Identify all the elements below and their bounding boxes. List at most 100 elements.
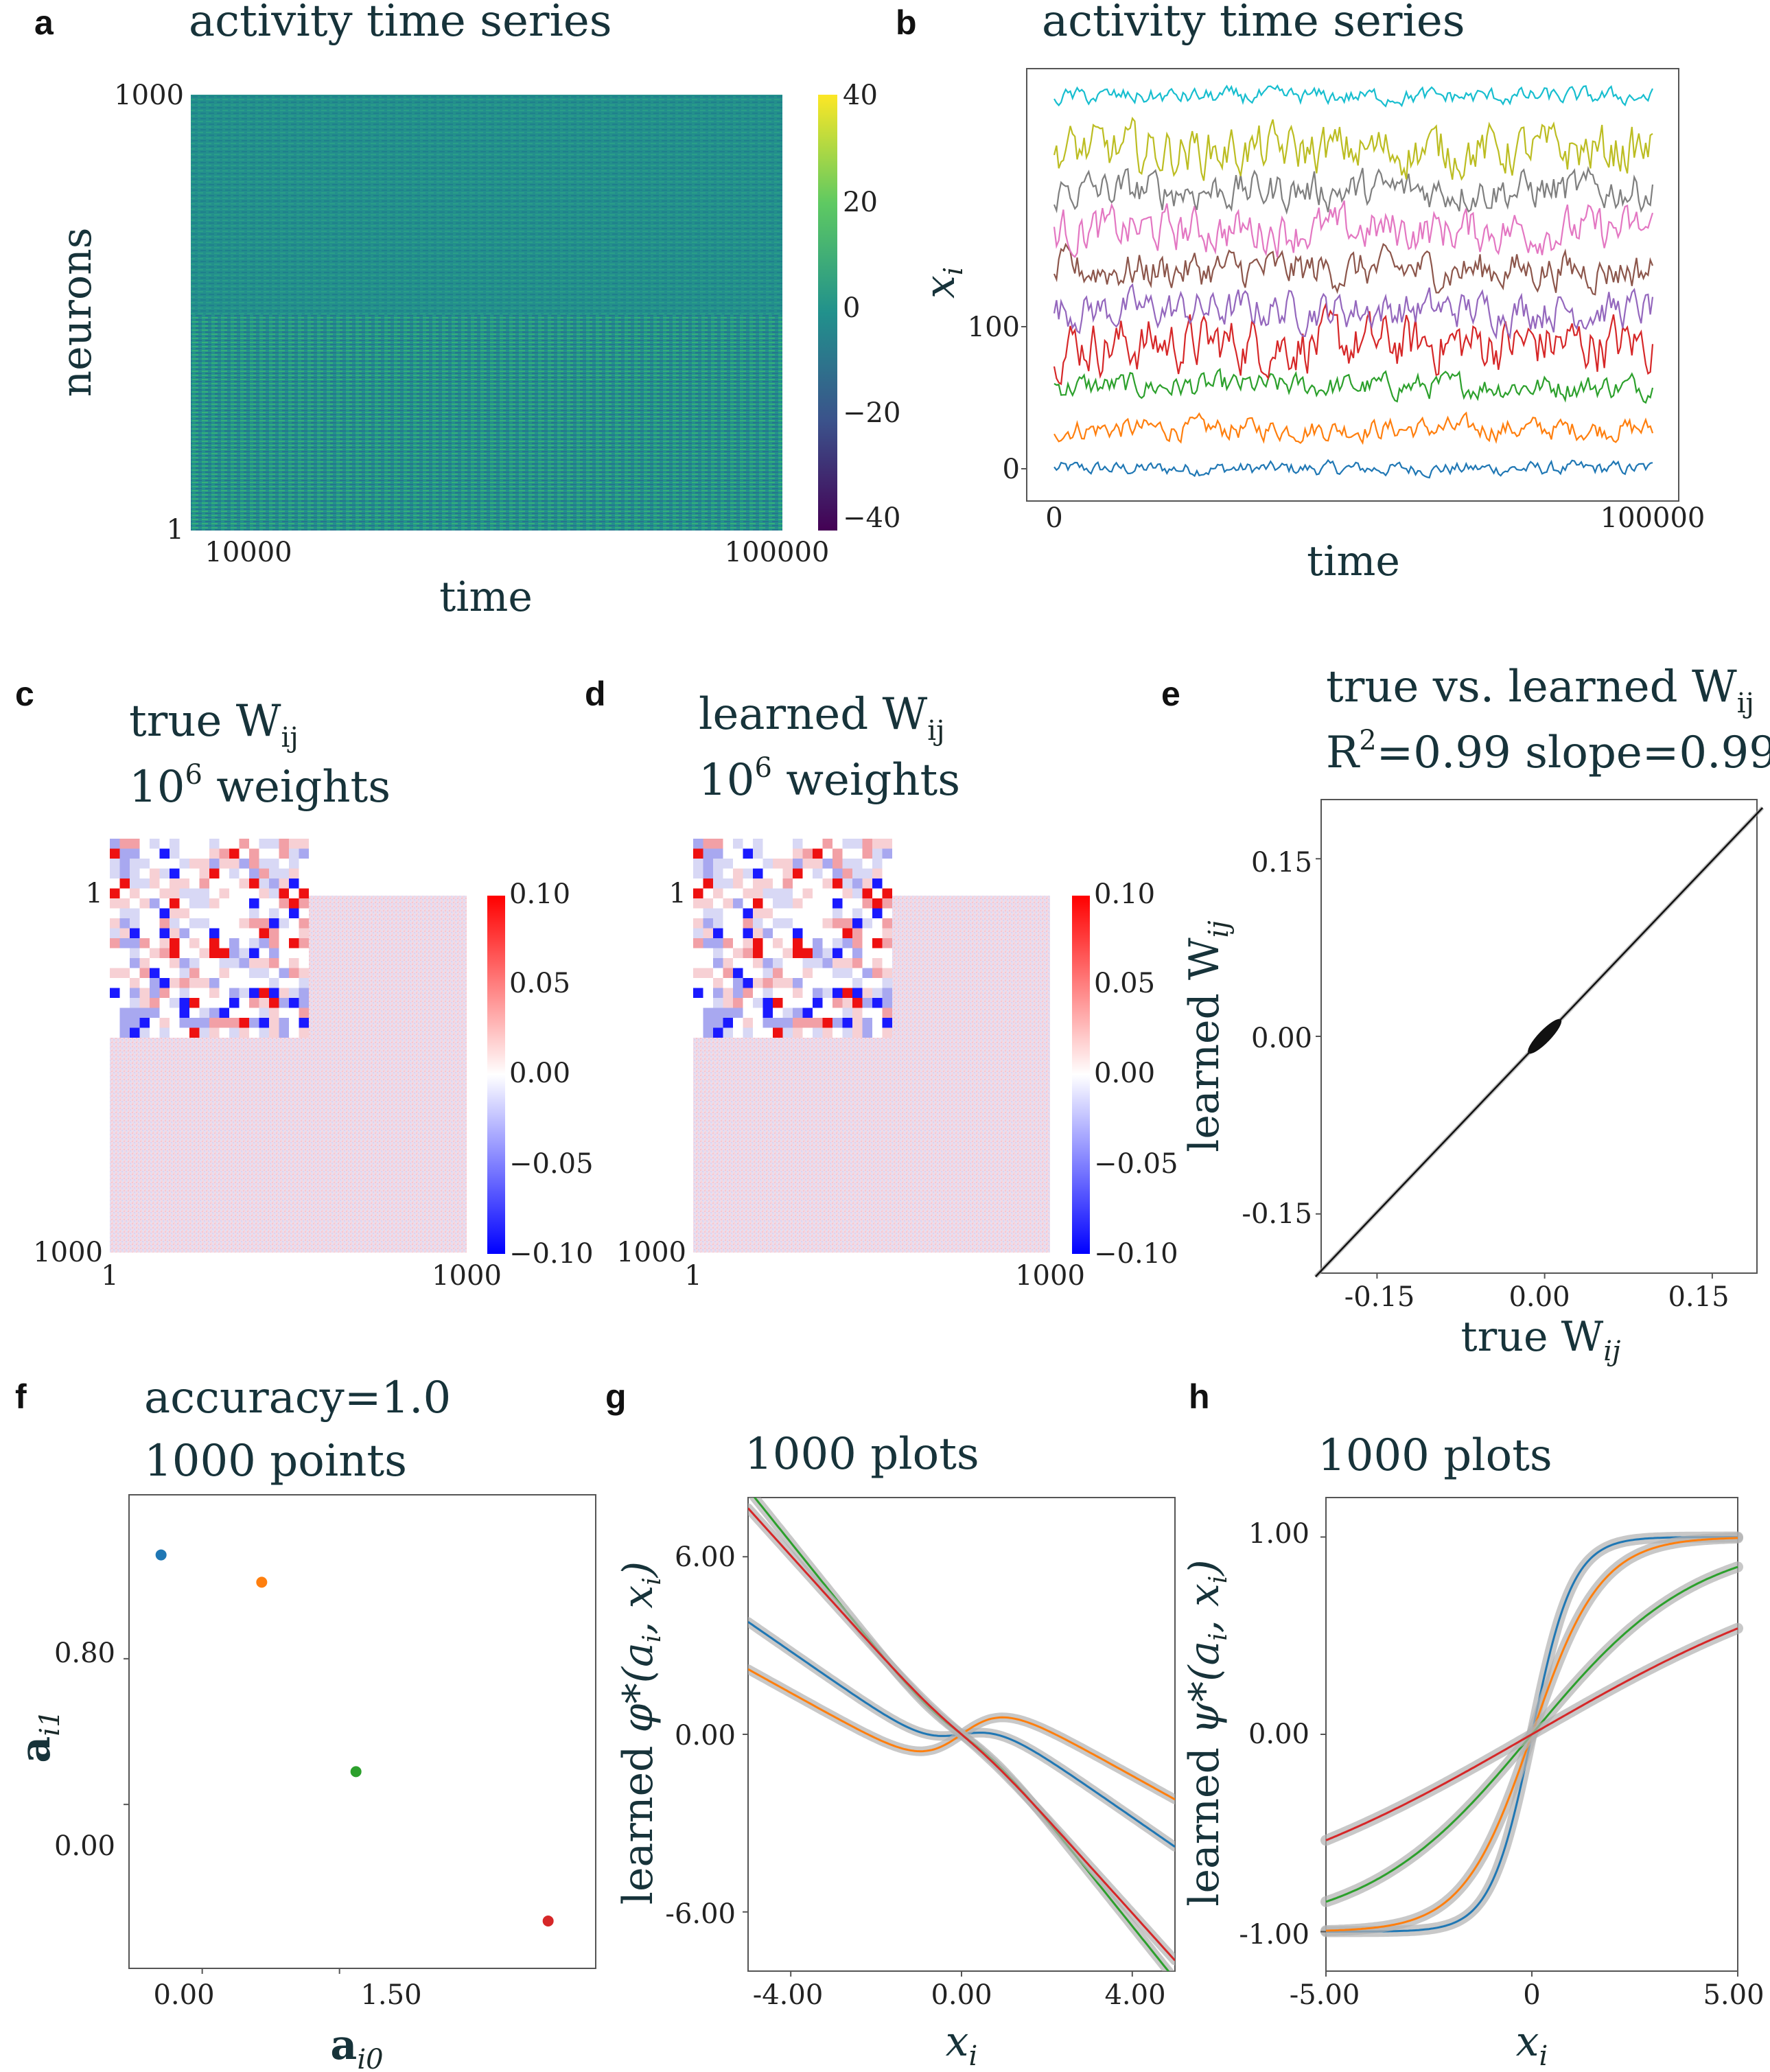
panel-c-inset-cell <box>269 878 279 889</box>
panel-c-inset-cell <box>269 978 279 988</box>
panel-a-title: activity time series <box>189 0 612 47</box>
panel-f-title-line2: 1000 points <box>144 1436 407 1487</box>
panel-d-inset-cell <box>832 1008 843 1018</box>
panel-c-inset-cell <box>289 898 299 909</box>
panel-letter-d: d <box>585 675 606 713</box>
panel-d-inset-cell <box>753 928 763 938</box>
panel-c-inset-cell <box>289 888 299 898</box>
panel-c-inset-cell <box>150 938 160 948</box>
panel-d-inset-cell <box>793 938 803 948</box>
panel-d-inset-cell <box>822 878 832 889</box>
panel-c-inset-cell <box>289 868 299 878</box>
panel-c-title2-base: 10 <box>129 762 185 813</box>
panel-c-inset-cell <box>289 978 299 988</box>
panel-c-inset-cell <box>119 908 130 918</box>
panel-c-inset-cell <box>259 988 269 998</box>
panel-c-inset-cell <box>219 888 229 898</box>
panel-g-ylabel-end: ) <box>614 1561 662 1579</box>
panel-d-title2-exp: 6 <box>754 752 771 784</box>
panel-d-inset-cell <box>862 918 872 929</box>
panel-d-inset-cell <box>782 958 793 968</box>
panel-d-inset-cell <box>813 908 823 918</box>
panel-c-inset-cell <box>159 878 170 889</box>
panel-c-inset-cell <box>150 1018 160 1028</box>
panel-c-inset-cell <box>130 878 140 889</box>
panel-c-inset-cell <box>229 948 240 958</box>
panel-d-inset-cell <box>822 898 832 909</box>
panel-d-inset-cell <box>862 848 872 859</box>
panel-d-inset-cell <box>882 1027 892 1038</box>
panel-d-inset-cell <box>733 918 743 929</box>
panel-d-inset-cell <box>782 988 793 998</box>
panel-letter-h: h <box>1189 1377 1210 1416</box>
panel-d-inset-cell <box>762 1018 773 1028</box>
panel-h-ytick-000: 0.00 <box>1248 1719 1309 1750</box>
panel-c-inset-cell <box>170 958 180 968</box>
panel-d-inset-cell <box>842 848 852 859</box>
panel-c-inset-cell <box>150 888 160 898</box>
panel-c-inset-cell <box>139 978 150 988</box>
panel-c-inset-cell <box>299 868 309 878</box>
panel-c-inset-cell <box>259 968 269 978</box>
panel-c-inset-cell <box>150 908 160 918</box>
panel-d-inset-cell <box>743 938 753 948</box>
panel-d-inset-cell <box>832 868 843 878</box>
panel-c-inset-cell <box>209 868 220 878</box>
panel-c-inset-cell <box>179 978 189 988</box>
panel-d-inset-cell <box>872 888 883 898</box>
panel-d-inset-cell <box>802 888 813 898</box>
panel-g-curves-clip <box>748 1498 1175 1971</box>
panel-e-xtick-1: 0.00 <box>1509 1281 1570 1313</box>
panel-d-inset-cell <box>822 968 832 978</box>
panel-c-cbar-tick-2: 0.00 <box>509 1058 570 1089</box>
panel-e: e true vs. learned Wij R2=0.99 slope=0.9… <box>1161 662 1770 1367</box>
panel-b-ylabel-main: x <box>916 275 964 299</box>
panel-c-inset-cell <box>239 839 249 849</box>
panel-d-inset-cell <box>822 938 832 948</box>
panel-c-inset-cell <box>209 958 220 968</box>
panel-c-inset-cell <box>130 978 140 988</box>
panel-c-inset-cell <box>159 958 170 968</box>
panel-d-inset-cell <box>773 908 783 918</box>
panel-h-title: 1000 plots <box>1318 1430 1552 1481</box>
panel-d-inset-cell <box>862 1027 872 1038</box>
panel-c-inset-cell <box>119 848 130 859</box>
panel-c-inset-cell <box>130 859 140 869</box>
panel-d-inset-cell <box>862 938 872 948</box>
panel-c-inset-cell <box>119 938 130 948</box>
panel-d-inset-cell <box>852 878 863 889</box>
panel-c-inset-cell <box>299 839 309 849</box>
panel-c-inset-cell <box>199 918 209 929</box>
panel-d-inset-cell <box>762 998 773 1008</box>
panel-d-inset-cell <box>723 918 733 929</box>
panel-c-inset-cell <box>130 998 140 1008</box>
panel-d-xtick-1000: 1000 <box>1015 1260 1085 1292</box>
panel-c-inset-cell <box>249 928 259 938</box>
panel-d-inset-cell <box>723 938 733 948</box>
panel-d-inset-cell <box>733 948 743 958</box>
panel-d-title2-base: 10 <box>699 755 754 806</box>
panel-c-inset-cell <box>179 888 189 898</box>
panel-c-inset-cell <box>159 948 170 958</box>
panel-d-inset-cell <box>743 868 753 878</box>
panel-d-inset-cell <box>773 988 783 998</box>
panel-c-inset-cell <box>189 968 200 978</box>
panel-c-inset-cell <box>279 978 289 988</box>
panel-c-inset-cell <box>289 998 299 1008</box>
panel-f: f accuracy=1.0 1000 points 0.80 0.00 0.0… <box>12 1373 596 2072</box>
panel-c-inset-cell <box>189 908 200 918</box>
panel-c-inset-cell <box>150 878 160 889</box>
panel-c-inset-cell <box>130 898 140 909</box>
panel-d-cbar-tick-2: 0.00 <box>1094 1058 1155 1089</box>
panel-c-inset-cell <box>239 859 249 869</box>
panel-c-inset-cell <box>110 998 120 1008</box>
panel-c-inset-cell <box>259 918 269 929</box>
panel-c-inset-cell <box>159 968 170 978</box>
panel-d-inset-cell <box>743 968 753 978</box>
panel-d-inset-cell <box>733 928 743 938</box>
panel-d-inset-cell <box>753 968 763 978</box>
panel-c-inset-cell <box>229 988 240 998</box>
panel-d-inset-cell <box>862 888 872 898</box>
panel-d-inset-cell <box>753 888 763 898</box>
panel-c-inset-cell <box>189 1027 200 1038</box>
